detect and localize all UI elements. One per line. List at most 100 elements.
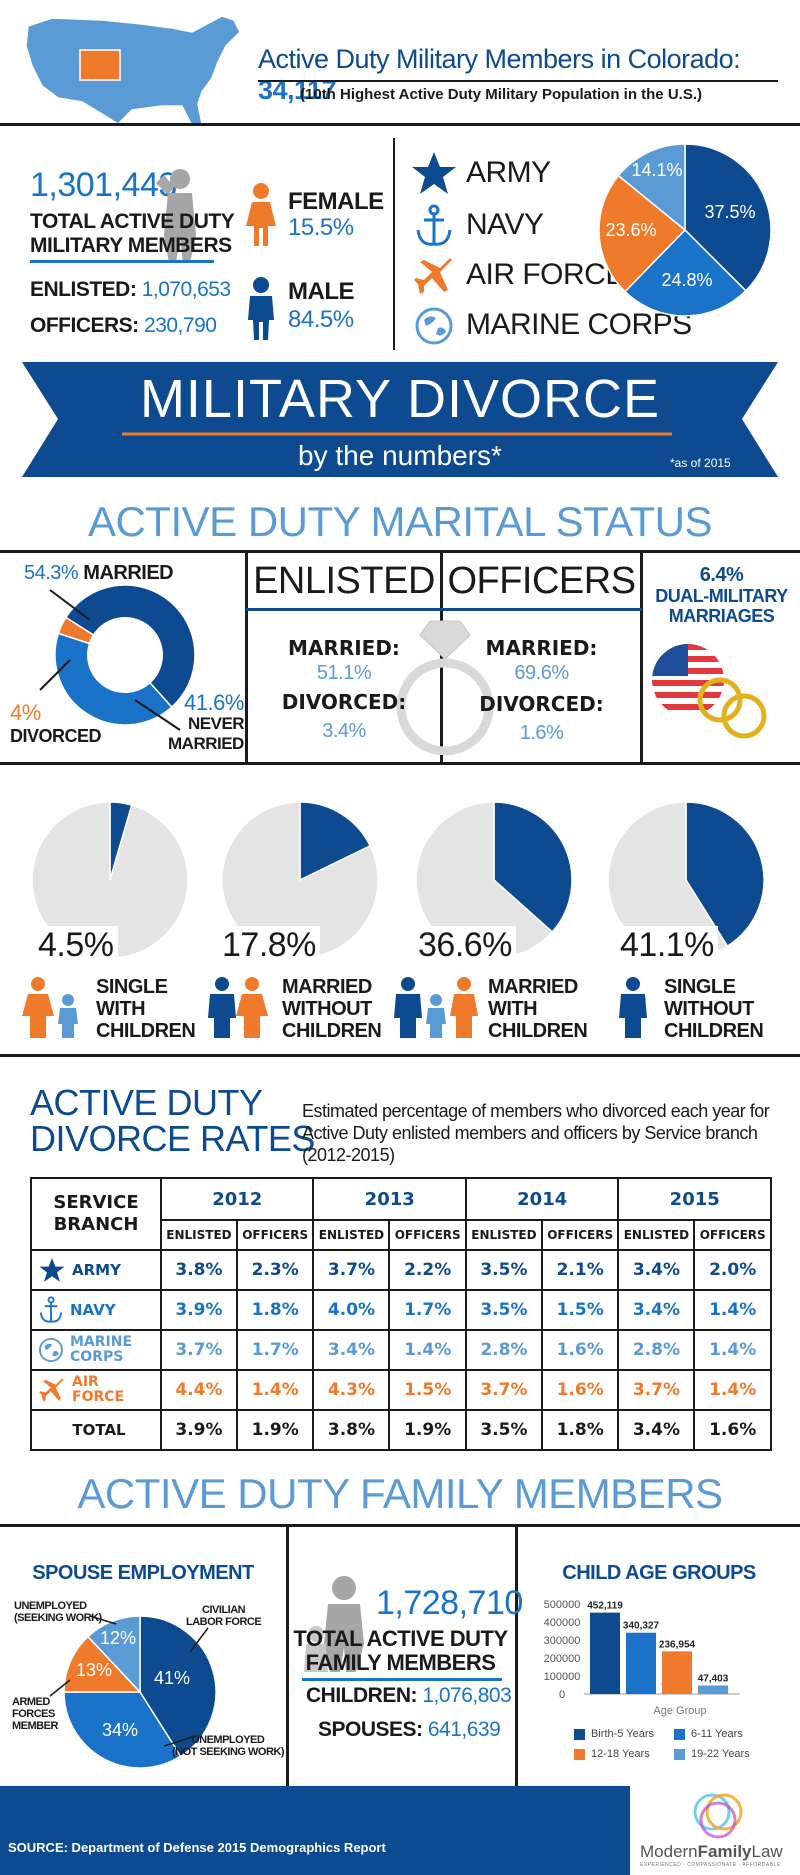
rate-cell: 1.5%	[540, 1289, 620, 1331]
col-enlisted: ENLISTED	[464, 1219, 543, 1251]
enlisted-married-value: 51.1%	[316, 662, 372, 684]
divorced-pct: 4%	[10, 700, 41, 725]
male-label: MALE	[288, 278, 355, 305]
rate-cell: 1.7%	[388, 1289, 467, 1331]
spouse-pct-armed: 13%	[76, 1660, 112, 1680]
branch-cell: NAVY	[30, 1289, 162, 1331]
us-map	[25, 15, 241, 127]
enlisted-label: ENLISTED:	[30, 278, 137, 301]
marital-bottom-rule	[0, 762, 800, 765]
child-age-title: CHILD AGE GROUPS	[562, 1562, 756, 1584]
rate-cell: 1.4%	[693, 1369, 772, 1411]
household-label-1: SINGLE WITH CHILDREN	[96, 976, 196, 1042]
soldier-family-icon	[304, 1576, 364, 1672]
spouses-row: SPOUSES: 641,639	[318, 1718, 501, 1742]
table-row: MARINE CORPS 3.7% 1.7% 3.4% 1.4% 2.8% 1.6% 2.8%…	[30, 1329, 772, 1371]
spouse-pct-seeking: 12%	[100, 1628, 136, 1648]
legend-item-3: 12-18 Years	[574, 1744, 674, 1764]
female-value: 15.5%	[288, 214, 354, 241]
rate-cell: 2.0%	[693, 1249, 772, 1291]
rates-heading-1: ACTIVE DUTY	[30, 1082, 263, 1123]
household-pie-4	[607, 801, 765, 959]
spouse-label-civilian: CIVILIAN LABOR FORCE	[186, 1604, 262, 1628]
married-pct: 54.3%	[24, 562, 79, 584]
rate-cell: 1.7%	[235, 1329, 315, 1371]
y-tick-label: 300000	[544, 1635, 581, 1647]
logo-text[interactable]: ModernFamilyLaw	[640, 1842, 783, 1862]
logo-text-1: Modern	[640, 1842, 698, 1861]
couple-icon	[208, 977, 268, 1038]
female-label: FEMALE	[288, 188, 384, 215]
rate-cell: 2.8%	[617, 1329, 696, 1371]
never-married-pct: 41.6%	[184, 690, 244, 715]
rate-cell: 1.4%	[235, 1369, 315, 1411]
spouse-label-armed-3: MEMBER	[12, 1720, 58, 1732]
rate-cell: 1.9%	[235, 1409, 315, 1451]
marital-divider-3	[640, 550, 643, 765]
rate-cell: 1.4%	[693, 1289, 772, 1331]
header-rule	[258, 80, 778, 82]
rate-cell: 1.8%	[235, 1289, 315, 1331]
marital-divider-2	[440, 550, 443, 765]
branch-label-marines: MARINE CORPS	[466, 308, 692, 341]
spouse-title: SPOUSE EMPLOYMENT	[32, 1562, 254, 1584]
spouse-label-armed-1: ARMED	[12, 1696, 50, 1708]
soldier-saluting-icon	[156, 169, 196, 263]
logo-tagline: EXPERIENCED · COMPASSIONATE · AFFORDABLE	[640, 1862, 781, 1868]
banner-title: MILITARY DIVORCE	[139, 369, 661, 429]
marital-divider-1	[245, 550, 248, 765]
anchor-icon	[416, 204, 452, 246]
officers-row: OFFICERS: 230,790	[30, 314, 217, 338]
divorced-label: DIVORCED	[10, 726, 102, 746]
spouse-label-notseeking-1: UNEMPLOYED	[191, 1734, 265, 1746]
plane-icon	[38, 1377, 66, 1403]
household-label-2-line3: CHILDREN	[282, 1020, 382, 1042]
spouse-label-notseeking: UNEMPLOYED (NOT SEEKING WORK)	[172, 1734, 285, 1758]
branch-pie-label-marines: 14.1%	[631, 160, 682, 180]
logo-rings-icon	[693, 1793, 743, 1839]
rate-cell: 3.7%	[464, 1369, 543, 1411]
branch-label: TOTAL	[72, 1421, 126, 1439]
year-2012: 2012	[159, 1177, 315, 1221]
household-label-2-line2: WITHOUT	[282, 998, 372, 1020]
branch-label: MARINE CORPS	[70, 1334, 133, 1365]
legend-item-1: Birth-5 Years	[574, 1724, 674, 1744]
officers-married-label: MARRIED:	[485, 636, 598, 660]
col-officers: OFFICERS	[540, 1219, 620, 1251]
rate-cell: 2.8%	[464, 1329, 543, 1371]
branch-cell: AIR FORCE	[30, 1369, 162, 1411]
female-icon	[246, 183, 276, 246]
officers-divorced-label: DIVORCED:	[479, 692, 604, 716]
male-icon	[248, 277, 274, 340]
dual-label-2: MARRIAGES	[668, 606, 775, 626]
household-label-4: SINGLE WITHOUT CHILDREN	[664, 976, 764, 1042]
household-label-3: MARRIED WITH CHILDREN	[488, 976, 588, 1042]
y-tick-label: 100000	[544, 1671, 581, 1683]
service-branch-header: SERVICE BRANCH	[30, 1177, 162, 1251]
household-label-1-line3: CHILDREN	[96, 1020, 196, 1042]
household-label-4-line2: WITHOUT	[664, 998, 754, 1020]
branch-label: AIR FORCE	[72, 1374, 125, 1405]
household-label-3-line3: CHILDREN	[488, 1020, 588, 1042]
family-heading: ACTIVE DUTY FAMILY MEMBERS	[77, 1470, 723, 1517]
rate-cell: 3.8%	[160, 1249, 238, 1291]
branch-pie-label-airforce: 23.6%	[605, 220, 656, 240]
rate-cell: 3.5%	[464, 1249, 543, 1291]
y-tick-label: 200000	[544, 1653, 581, 1665]
officers-married-value: 69.6%	[514, 662, 569, 684]
household-label-4-line3: CHILDREN	[664, 1020, 764, 1042]
legend-item-4: 19-22 Years	[674, 1744, 750, 1764]
spouse-pct-civilian: 41%	[154, 1668, 190, 1688]
star-icon	[38, 1257, 66, 1283]
pie-slice-marines	[617, 143, 686, 232]
child-chart-xlabel: Age Group	[653, 1705, 706, 1717]
branch-cell: ARMY	[30, 1249, 162, 1291]
spouse-label-armed-2: FORCES	[12, 1708, 55, 1720]
year-2014: 2014	[464, 1177, 620, 1221]
chart-bar	[626, 1632, 656, 1694]
rate-cell: 4.3%	[312, 1369, 391, 1411]
status-heading-rule	[246, 608, 642, 611]
enlisted-divorced-label: DIVORCED:	[281, 690, 407, 714]
chart-bar	[698, 1685, 728, 1694]
household-label-1-line2: WITH	[96, 998, 146, 1020]
